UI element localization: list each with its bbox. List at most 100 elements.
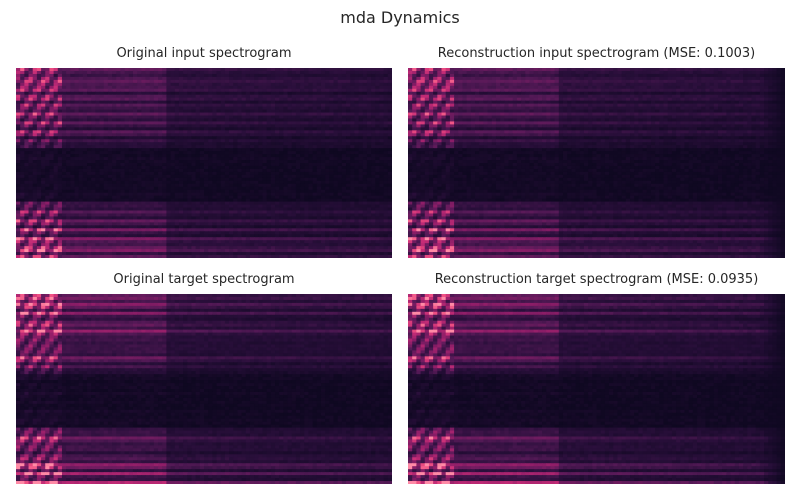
spectrogram-cell	[329, 103, 335, 108]
spectrogram-cell	[199, 115, 205, 120]
spectrogram-cell	[350, 189, 355, 194]
spectrogram-cell	[312, 121, 318, 126]
spectrogram-cell	[162, 186, 167, 191]
spectrogram-cell	[237, 91, 243, 96]
spectrogram-cell	[32, 109, 38, 114]
spectrogram-cell	[41, 183, 46, 188]
spectrogram-cell	[70, 225, 76, 229]
spectrogram-cell	[24, 174, 30, 179]
spectrogram-cell	[24, 133, 30, 137]
spectrogram-cell	[107, 180, 113, 185]
spectrogram-cell	[170, 160, 176, 164]
spectrogram-cell	[57, 127, 63, 131]
spectrogram-cell	[241, 151, 247, 155]
spectrogram-cell	[325, 192, 330, 197]
spectrogram-cell	[141, 82, 147, 87]
spectrogram-cell	[383, 130, 389, 134]
spectrogram-cell	[295, 201, 301, 206]
spectrogram-cell	[320, 207, 326, 212]
spectrogram-cell	[304, 103, 310, 108]
spectrogram-cell	[116, 222, 122, 226]
spectrogram-cell	[216, 189, 222, 194]
spectrogram-cell	[279, 68, 284, 72]
spectrogram-cell	[333, 112, 339, 117]
spectrogram-cell	[204, 121, 209, 126]
spectrogram-cell	[266, 192, 272, 197]
spectrogram-cell	[387, 222, 392, 226]
spectrogram-cell	[229, 127, 234, 131]
spectrogram-cell	[74, 76, 80, 81]
spectrogram-cell	[61, 130, 67, 134]
spectrogram-cell	[28, 168, 34, 173]
spectrogram-cell	[187, 210, 193, 215]
spectrogram-cell	[74, 118, 80, 123]
spectrogram-cell	[312, 154, 318, 158]
spectrogram-cell	[158, 201, 163, 206]
spectrogram-cell	[245, 171, 251, 176]
spectrogram-cell	[162, 85, 167, 90]
spectrogram-cell	[99, 177, 105, 182]
spectrogram-cell	[387, 73, 392, 78]
spectrogram-cell	[300, 157, 305, 161]
spectrogram-cell	[66, 103, 71, 108]
spectrogram-cell	[354, 165, 360, 170]
spectrogram-cell	[233, 165, 239, 170]
spectrogram-cell	[162, 121, 167, 126]
spectrogram-cell	[354, 133, 360, 137]
spectrogram-cell	[112, 121, 117, 126]
spectrogram-cell	[258, 174, 264, 179]
spectrogram-cell	[341, 112, 347, 117]
spectrogram-cell	[379, 127, 385, 131]
spectrogram-cell	[36, 124, 42, 128]
spectrogram-cell	[145, 183, 151, 188]
spectrogram-cell	[162, 148, 167, 152]
spectrogram-cell	[258, 112, 264, 117]
spectrogram-cell	[287, 160, 293, 164]
spectrogram-cell	[49, 210, 55, 215]
spectrogram-cell	[24, 192, 30, 197]
spectrogram-cell	[28, 180, 34, 185]
spectrogram-cell	[99, 94, 105, 99]
spectrogram-cell	[141, 165, 147, 170]
spectrogram-cell	[224, 79, 230, 84]
spectrogram-cell	[387, 124, 392, 128]
spectrogram-cell	[249, 171, 255, 176]
spectrogram-cell	[275, 103, 280, 108]
spectrogram-cell	[162, 195, 167, 200]
spectrogram-cell	[16, 70, 21, 75]
spectrogram-cell	[178, 148, 184, 152]
spectrogram-cell	[195, 171, 201, 176]
spectrogram-cell	[116, 68, 122, 72]
spectrogram-cell	[329, 85, 335, 90]
spectrogram-cell	[120, 228, 126, 232]
spectrogram-cell	[137, 180, 142, 185]
spectrogram-cell	[241, 118, 247, 123]
spectrogram-cell	[387, 210, 392, 215]
spectrogram-cell	[120, 121, 126, 126]
spectrogram-cell	[107, 127, 113, 131]
spectrogram-cell	[141, 73, 147, 78]
spectrogram-cell	[383, 216, 389, 221]
spectrogram-cell	[262, 136, 268, 140]
spectrogram-cell	[149, 112, 155, 117]
spectrogram-cell	[170, 121, 176, 126]
spectrogram-cell	[362, 163, 368, 167]
spectrogram-cell	[103, 207, 109, 212]
spectrogram-cell	[41, 163, 46, 167]
spectrogram-cell	[237, 186, 243, 191]
spectrogram-cell	[366, 127, 372, 131]
spectrogram-cell	[41, 174, 46, 179]
spectrogram-cell	[187, 127, 193, 131]
spectrogram-cell	[74, 115, 80, 120]
spectrogram-cell	[124, 103, 130, 108]
spectrogram-cell	[187, 145, 193, 149]
spectrogram-cell	[41, 124, 46, 128]
spectrogram-cell	[270, 103, 276, 108]
spectrogram-cell	[178, 68, 184, 72]
spectrogram-cell	[312, 204, 318, 209]
spectrogram-cell	[304, 70, 310, 75]
spectrogram-cell	[316, 133, 322, 137]
spectrogram-cell	[99, 73, 105, 78]
spectrogram-cell	[329, 171, 335, 176]
spectrogram-cell	[220, 115, 226, 120]
